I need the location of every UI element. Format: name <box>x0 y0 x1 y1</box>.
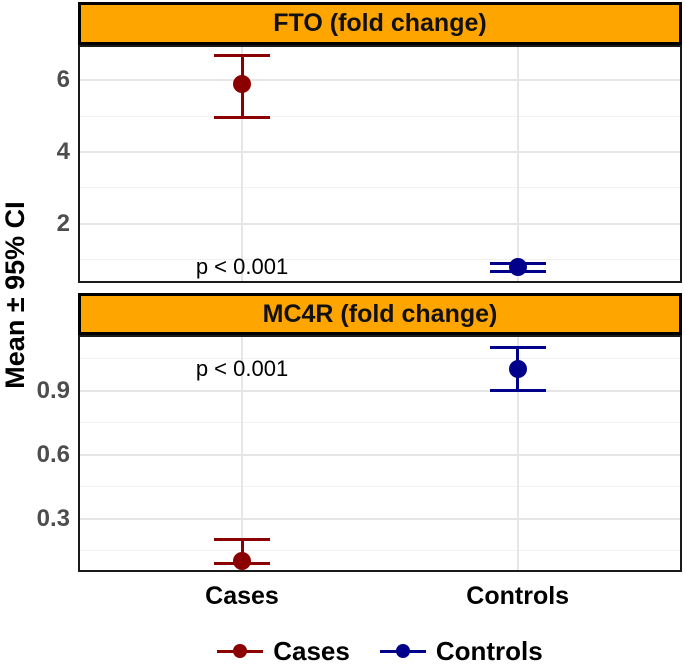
legend-point-icon <box>395 644 410 658</box>
gridline-major <box>80 222 680 225</box>
errorbar-cap-top-cases <box>214 538 270 542</box>
facet-strip-mc4r-label: MC4R (fold change) <box>262 299 498 328</box>
y-tick-label: 6 <box>56 66 70 94</box>
mean-point-controls-icon <box>508 258 527 277</box>
gridline-vertical <box>241 337 243 570</box>
y-tick-label: 2 <box>56 209 70 237</box>
plot-panel-mc4r <box>78 335 682 572</box>
mean-point-cases-icon <box>233 552 251 571</box>
legend-point-icon <box>233 644 248 658</box>
y-tick-label: 0.6 <box>36 440 70 468</box>
gridline-vertical <box>516 337 519 570</box>
mean-point-controls-icon <box>508 360 527 379</box>
controls-pointrange-icon <box>379 641 426 661</box>
legend-item-controls: Controls <box>379 635 543 667</box>
p-value-annotation: p < 0.001 <box>195 356 289 382</box>
legend-label-cases: Cases <box>273 635 350 666</box>
errorbar-line-cases <box>240 539 244 564</box>
errorbar-cap-bottom-cases <box>214 116 270 120</box>
plot-panel-fto <box>78 45 682 283</box>
errorbar-cap-top-cases <box>214 53 270 57</box>
errorbar-cap-top-controls <box>489 346 546 350</box>
gridline-major <box>80 389 680 392</box>
y-tick-label: 0.3 <box>36 504 70 532</box>
errorbar-cap-bottom-controls <box>489 389 546 392</box>
p-value-annotation: p < 0.001 <box>195 254 289 280</box>
legend-item-cases: Cases <box>217 636 350 667</box>
gridline-minor <box>80 187 680 189</box>
x-axis-label-controls: Controls <box>466 582 570 610</box>
gridline-minor <box>80 550 680 552</box>
facet-strip-fto-label: FTO (fold change) <box>273 9 487 37</box>
gridline-major <box>80 453 680 456</box>
gridline-major <box>80 150 680 153</box>
gridline-vertical <box>241 47 243 281</box>
legend: Cases Controls <box>78 636 682 666</box>
x-axis-label-cases: Cases <box>205 582 279 610</box>
gridline-minor <box>80 422 680 424</box>
facet-strip-mc4r: MC4R (fold change) <box>78 293 682 335</box>
facet-strip-fto: FTO (fold change) <box>78 2 682 45</box>
gridline-minor <box>80 357 680 359</box>
gridline-minor <box>80 259 680 261</box>
y-tick-label: 0.9 <box>36 376 70 404</box>
legend-label-controls: Controls <box>435 635 543 666</box>
cases-pointrange-icon <box>217 641 264 661</box>
gridline-minor <box>80 486 680 488</box>
gridline-minor <box>80 115 680 117</box>
mean-point-cases-icon <box>233 74 251 93</box>
gridline-vertical <box>516 47 519 281</box>
y-tick-label: 4 <box>56 137 70 165</box>
gridline-major <box>80 79 680 82</box>
gridline-major <box>80 517 680 520</box>
